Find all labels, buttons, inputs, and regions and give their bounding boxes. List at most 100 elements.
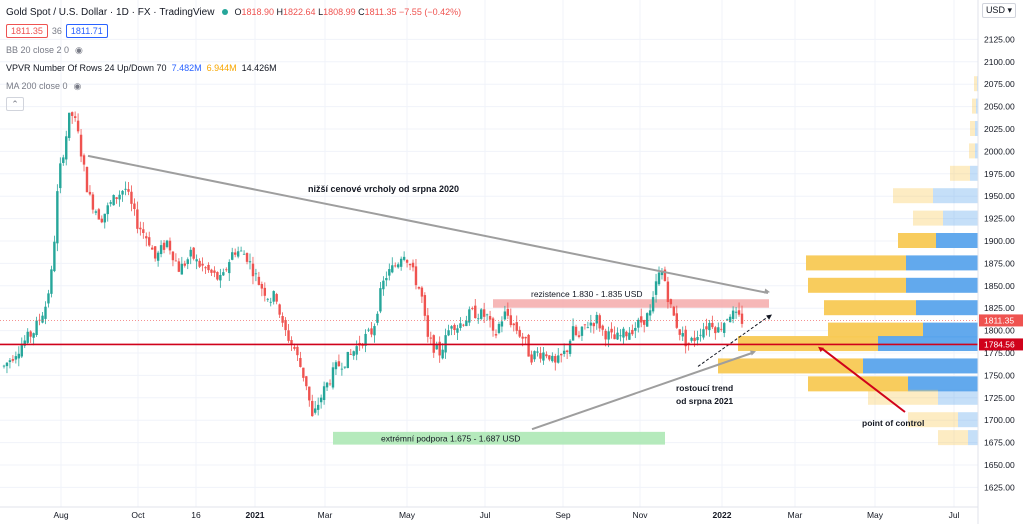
candle-body xyxy=(417,286,421,289)
resistance-zone xyxy=(493,299,769,308)
candle-body xyxy=(79,134,83,157)
candle-body xyxy=(20,345,23,357)
candle-body xyxy=(548,355,551,360)
candle-body xyxy=(65,136,68,160)
indicator-vpvr[interactable]: VPVR Number Of Rows 24 Up/Down 70 7.482M… xyxy=(6,60,461,76)
currency-button[interactable]: USD ▾ xyxy=(981,3,1016,18)
candle-body xyxy=(103,213,106,223)
candle-body xyxy=(228,262,231,274)
chevron-up-icon[interactable]: ⌃ xyxy=(6,97,24,111)
candle-body xyxy=(207,264,210,271)
candle-body xyxy=(316,404,320,410)
symbol-name[interactable]: Gold Spot / U.S. Dollar xyxy=(6,6,108,18)
candle-body xyxy=(346,351,350,369)
candle-body xyxy=(11,359,15,361)
low-label: L xyxy=(318,7,324,17)
candle-body xyxy=(702,329,705,338)
candle-body xyxy=(571,326,575,341)
separator: · xyxy=(150,6,160,18)
candle-body xyxy=(640,316,643,323)
candle-body xyxy=(225,269,228,271)
candle-body xyxy=(56,191,59,244)
poc-price-label-bg xyxy=(979,338,1023,351)
annotation-lower-highs: nižší cenové vrcholy od srpna 2020 xyxy=(308,184,459,194)
candle-body xyxy=(562,350,566,354)
candle-body xyxy=(139,227,142,230)
candle-body xyxy=(479,309,483,319)
candle-body xyxy=(568,340,572,354)
indicator-ma[interactable]: MA 200 close 0 ◉ xyxy=(6,78,461,94)
buy-button[interactable]: 1811.71 xyxy=(65,24,108,38)
eye-icon[interactable]: ◉ xyxy=(73,80,82,91)
candle-body xyxy=(675,313,678,328)
candle-body xyxy=(17,353,21,359)
candle-body xyxy=(150,247,154,250)
candle-body xyxy=(456,328,459,333)
indicator-bb[interactable]: BB 20 close 2 0 ◉ xyxy=(6,42,461,58)
candle-body xyxy=(334,362,338,370)
candle-body xyxy=(678,329,681,335)
price-tick-label: 1775.00 xyxy=(984,348,1015,358)
candle-body xyxy=(305,376,308,387)
price-tick-label: 2100.00 xyxy=(984,57,1015,67)
interval[interactable]: 1D xyxy=(116,6,129,18)
change-value: −7.55 (−0.42%) xyxy=(399,7,462,17)
candlestick-series[interactable] xyxy=(2,111,744,417)
candle-body xyxy=(651,297,655,312)
candle-body xyxy=(408,263,412,266)
candle-body xyxy=(660,272,664,276)
candle-body xyxy=(669,299,673,305)
candle-body xyxy=(165,240,169,248)
volume-bar-up xyxy=(908,376,978,392)
candle-body xyxy=(468,309,471,323)
volume-bar-up xyxy=(906,277,978,293)
candle-body xyxy=(35,320,38,336)
time-tick-label: May xyxy=(867,510,884,520)
rising-trendline[interactable] xyxy=(531,352,753,431)
vpvr-down-value: 6.944M xyxy=(206,63,237,73)
candle-body xyxy=(379,288,382,312)
candle-body xyxy=(192,247,195,259)
candle-body xyxy=(530,354,533,363)
high-value: 1822.64 xyxy=(283,7,316,17)
candle-body xyxy=(657,272,661,285)
candle-body xyxy=(275,294,278,302)
candle-body xyxy=(518,329,521,337)
candle-body xyxy=(705,326,708,330)
time-axis[interactable]: Aug Oct 16 2021 Mar May Jul Sep Nov 2022 Mar May Jul xyxy=(0,506,978,520)
candle-body xyxy=(14,356,18,360)
lower-highs-trendline[interactable] xyxy=(87,154,769,294)
price-tick-label: 1625.00 xyxy=(984,482,1015,492)
arrowhead-icon xyxy=(818,346,824,353)
price-axis[interactable]: 2125.00 2100.00 2075.00 2050.00 2025.00 2000.… xyxy=(977,0,1015,524)
candle-body xyxy=(471,308,474,310)
eye-icon[interactable]: ◉ xyxy=(75,44,83,55)
candle-body xyxy=(373,326,376,336)
chevron-down-icon: ▾ xyxy=(1007,5,1012,15)
time-tick-label: Mar xyxy=(318,510,333,520)
candle-body xyxy=(231,252,234,260)
annotation-rising-trend-since: od srpna 2021 xyxy=(676,396,733,406)
volume-bar-down xyxy=(868,389,938,405)
volume-bar-down xyxy=(808,277,906,293)
candle-body xyxy=(242,253,246,255)
volume-bar-down xyxy=(938,430,968,446)
price-tick-label: 2050.00 xyxy=(984,102,1015,112)
candle-body xyxy=(714,327,717,334)
candle-body xyxy=(598,315,601,329)
volume-bar-up xyxy=(906,255,978,271)
candle-body xyxy=(130,191,133,204)
candle-body xyxy=(613,334,616,340)
candle-body xyxy=(68,112,71,138)
spread: 36 xyxy=(51,26,62,36)
candle-body xyxy=(551,355,554,362)
candle-body xyxy=(693,337,696,342)
price-tick-label: 1725.00 xyxy=(984,393,1015,403)
price-tick-label: 2025.00 xyxy=(984,124,1015,134)
candle-body xyxy=(319,397,323,403)
candle-body xyxy=(631,329,634,335)
sell-button[interactable]: 1811.35 xyxy=(6,24,48,38)
candle-body xyxy=(109,202,112,204)
candle-body xyxy=(314,408,317,413)
